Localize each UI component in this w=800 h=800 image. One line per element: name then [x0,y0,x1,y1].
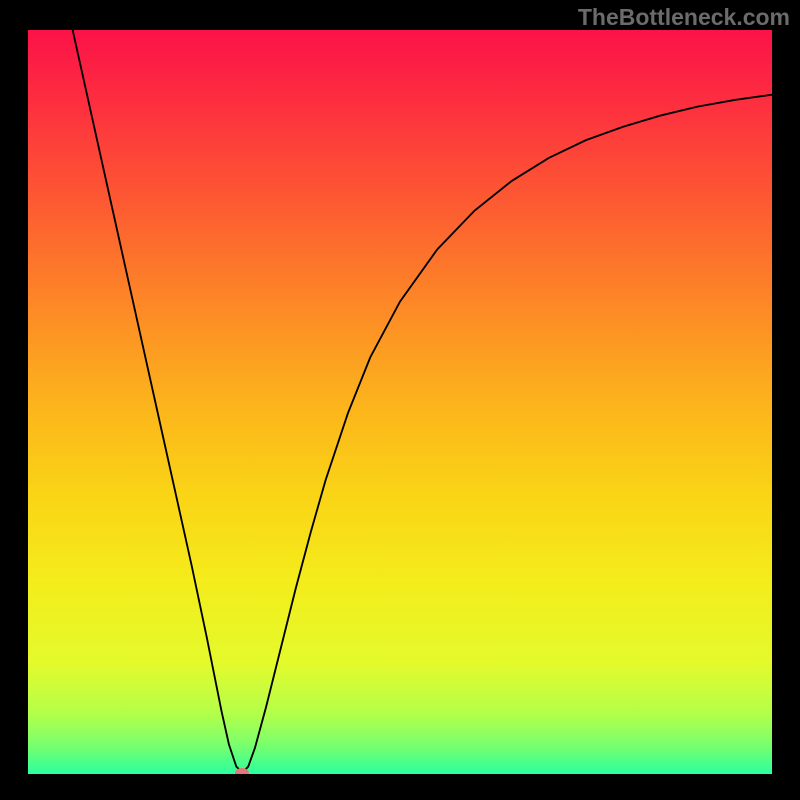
bottleneck-curve [73,30,772,773]
curve-svg [28,30,772,774]
watermark-text: TheBottleneck.com [578,4,790,31]
min-marker [235,768,249,775]
plot-area [28,30,772,774]
chart-container: TheBottleneck.com [0,0,800,800]
